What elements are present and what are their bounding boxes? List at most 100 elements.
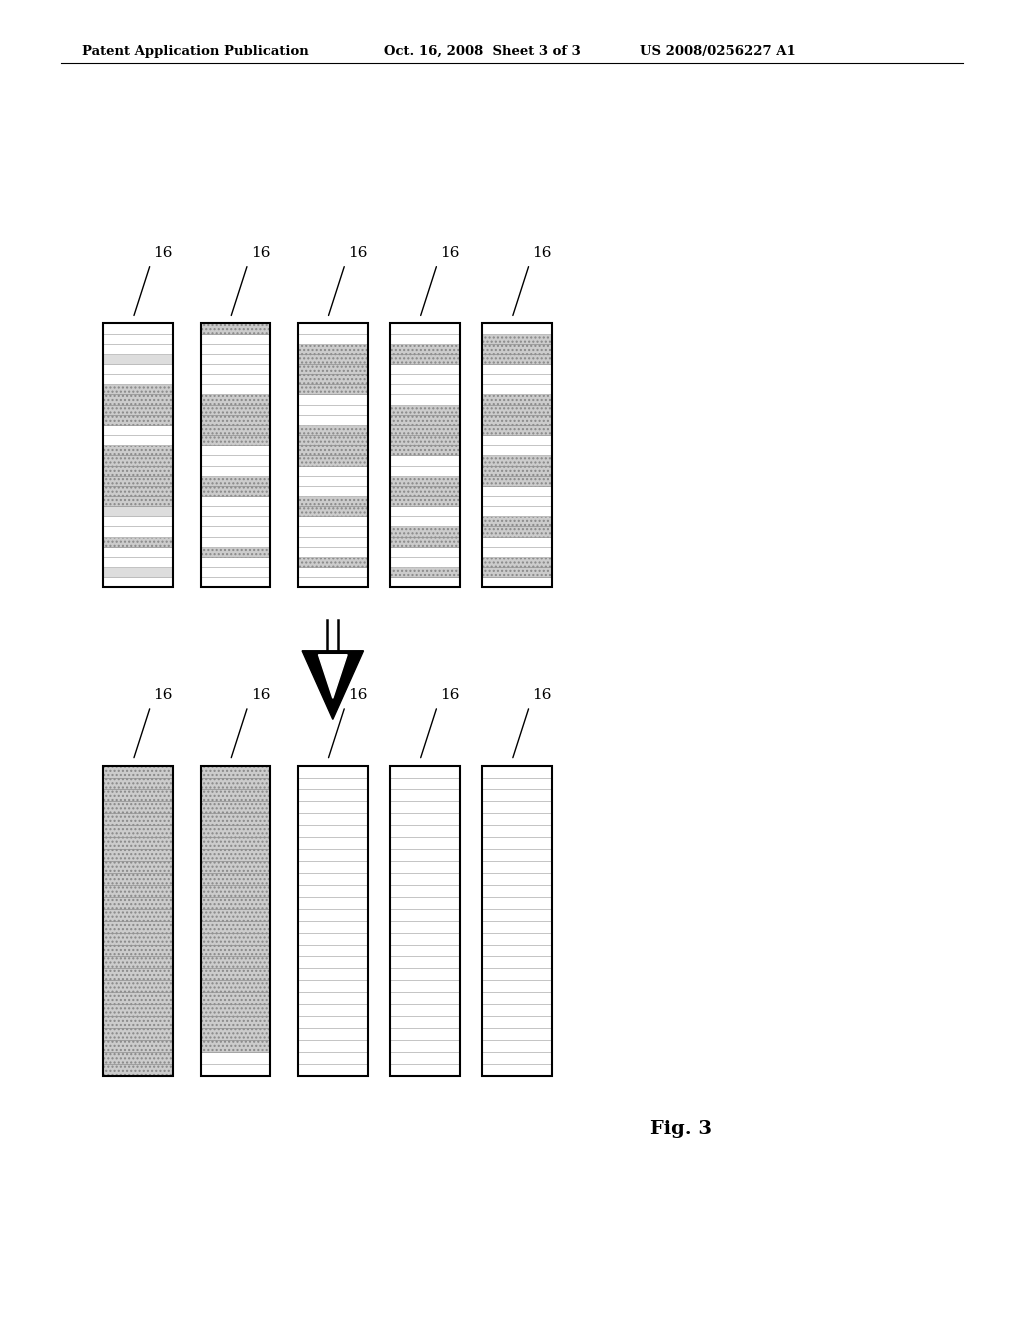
Bar [103,425,173,436]
Bar [298,557,368,568]
Bar [201,1040,270,1052]
Bar [390,1064,460,1076]
Bar [298,354,368,364]
Bar [103,436,173,445]
Bar [201,496,270,506]
Bar [201,343,270,354]
Bar [298,1016,368,1028]
Bar [482,516,552,527]
Polygon shape [318,655,347,698]
Bar [390,1040,460,1052]
Bar [201,825,270,837]
Bar [103,896,173,908]
Text: 16: 16 [440,688,460,702]
Bar [390,343,460,354]
Bar [201,445,270,455]
Bar [482,343,552,354]
Bar [390,957,460,969]
Bar [103,884,173,896]
Bar [298,455,368,466]
Bar [482,506,552,516]
Bar [103,789,173,801]
Bar [482,777,552,789]
Bar [201,921,270,933]
Bar [390,1005,460,1016]
Bar [201,334,270,343]
Bar [390,896,460,908]
Bar [482,395,552,405]
Bar [103,777,173,789]
Bar [298,933,368,945]
Bar [103,384,173,395]
Bar [298,323,368,587]
Bar [482,766,552,777]
Bar [390,405,460,414]
Bar [482,766,552,1076]
Bar [103,343,173,354]
Bar [298,466,368,475]
Bar [103,395,173,405]
Bar [298,475,368,486]
Bar [482,364,552,374]
Bar [103,527,173,537]
Bar [201,993,270,1005]
Bar [482,1040,552,1052]
Bar [482,908,552,921]
Bar [103,813,173,825]
Bar [103,414,173,425]
Bar [103,466,173,475]
Bar [390,801,460,813]
Bar [390,466,460,475]
Bar [201,577,270,587]
Bar [298,1040,368,1052]
Bar [390,323,460,587]
Bar [103,1052,173,1064]
Bar [482,801,552,813]
Bar [201,486,270,496]
Bar [201,969,270,981]
Bar [201,384,270,395]
Bar [201,506,270,516]
Bar [390,766,460,1076]
Bar [390,475,460,486]
Bar [298,546,368,557]
Bar [201,1028,270,1040]
Bar [201,537,270,546]
Bar [482,405,552,414]
Bar [201,436,270,445]
Bar [201,801,270,813]
Bar [298,1005,368,1016]
Bar [201,405,270,414]
Bar [390,577,460,587]
Bar [482,354,552,364]
Text: 16: 16 [154,688,173,702]
Bar [390,364,460,374]
Bar [390,813,460,825]
Bar [482,896,552,908]
Bar [103,475,173,486]
Bar [103,921,173,933]
Bar [482,577,552,587]
Bar [103,945,173,957]
Bar [482,323,552,334]
Bar [298,516,368,527]
Bar [298,884,368,896]
Bar [201,837,270,849]
Bar [201,861,270,873]
Bar [390,969,460,981]
Bar [298,981,368,993]
Bar [390,486,460,496]
Bar [482,496,552,506]
Bar [298,506,368,516]
Bar [201,475,270,486]
Bar [201,364,270,374]
Bar [298,374,368,384]
Bar [482,425,552,436]
Bar [390,354,460,364]
Bar [390,395,460,405]
Bar [298,364,368,374]
Bar [201,945,270,957]
Text: 16: 16 [532,688,552,702]
Bar [103,801,173,813]
Bar [298,777,368,789]
